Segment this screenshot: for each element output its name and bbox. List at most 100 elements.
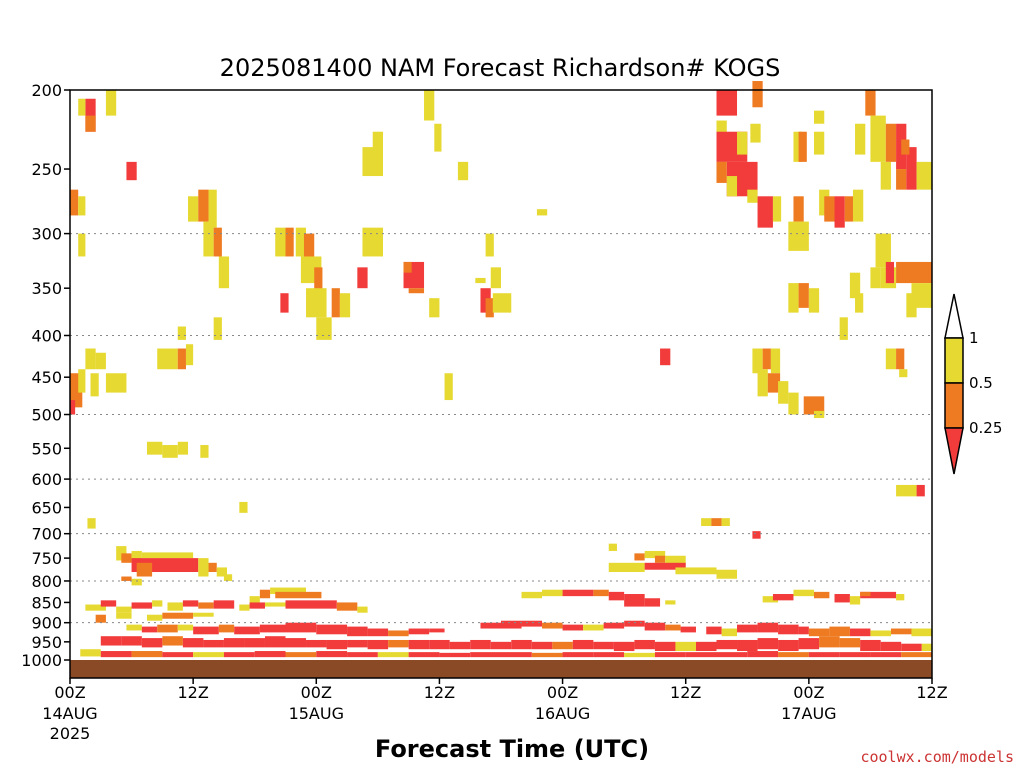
- heatmap-cell: [701, 518, 712, 527]
- heatmap-cell: [880, 161, 891, 190]
- y-tick-label: 250: [31, 160, 62, 179]
- legend-label: 1: [969, 329, 979, 347]
- heatmap-cell: [121, 636, 142, 646]
- heatmap-cell: [839, 317, 848, 340]
- heatmap-cell: [870, 115, 886, 162]
- heatmap-cell: [542, 589, 563, 597]
- x-tick-label: 14AUG: [42, 704, 97, 723]
- heatmap-cell: [793, 196, 804, 222]
- x-tick-label: 00Z: [54, 683, 85, 702]
- heatmap-cell: [85, 604, 106, 611]
- heatmap-cell: [644, 622, 666, 631]
- heatmap-cell: [906, 147, 917, 190]
- heatmap-cell: [475, 277, 486, 284]
- heatmap-cell: [778, 639, 799, 652]
- heatmap-cell: [239, 604, 250, 611]
- heatmap-cell: [562, 589, 594, 597]
- heatmap-cell: [85, 115, 96, 132]
- heatmap-cell: [865, 90, 876, 116]
- heatmap-cell: [182, 600, 199, 607]
- heatmap-cell: [660, 348, 671, 366]
- heatmap-cell: [331, 288, 340, 318]
- y-tick-label: 500: [31, 406, 62, 425]
- heatmap-cell: [78, 196, 86, 216]
- y-tick-label: 600: [31, 470, 62, 489]
- heatmap-cell: [860, 591, 871, 597]
- heatmap-cell: [264, 636, 286, 648]
- heatmap-cell: [762, 596, 779, 603]
- y-tick-label: 300: [31, 225, 62, 244]
- heatmap-cell: [711, 518, 722, 527]
- heatmap-cell: [408, 639, 430, 650]
- heatmap-cell: [223, 574, 233, 581]
- heatmap-cell: [880, 641, 902, 652]
- heatmap-cell: [259, 589, 271, 599]
- heatmap-cell: [542, 622, 563, 629]
- heatmap-cell: [213, 227, 222, 257]
- heatmap-cell: [157, 624, 178, 633]
- heatmap-cell: [808, 652, 840, 658]
- heatmap-cell: [885, 261, 895, 284]
- heatmap-cell: [624, 594, 645, 607]
- heatmap-cell: [885, 348, 897, 370]
- heatmap-cell: [808, 288, 820, 313]
- heatmap-cell: [285, 652, 317, 658]
- x-tick-label: 00Z: [301, 683, 332, 702]
- y-tick-label: 650: [31, 498, 62, 517]
- heatmap-cell: [223, 638, 245, 648]
- heatmap-cell: [200, 445, 209, 458]
- heatmap-cell: [685, 652, 717, 658]
- heatmap-cell: [121, 576, 132, 581]
- heatmap-cell: [501, 652, 532, 658]
- heatmap-cell: [270, 587, 307, 595]
- heatmap-cell: [388, 630, 409, 637]
- heatmap-cell: [608, 562, 645, 573]
- heatmap-cell: [408, 288, 425, 294]
- x-axis-label: Forecast Time (UTC): [375, 735, 649, 763]
- x-tick-label: 12Z: [177, 683, 208, 702]
- heatmap-cell: [634, 553, 645, 561]
- heatmap-cell: [726, 176, 738, 197]
- heatmap-cell: [339, 293, 351, 318]
- heatmap-cell: [367, 639, 389, 650]
- heatmap-cell: [275, 591, 322, 599]
- heatmap-cell: [208, 189, 217, 228]
- heatmap-cell: [855, 293, 864, 313]
- heatmap-cell: [177, 348, 186, 370]
- heatmap-cell: [706, 626, 722, 635]
- heatmap-cell: [444, 373, 453, 401]
- heatmap-cell: [126, 161, 137, 181]
- heatmap-cell: [860, 591, 897, 599]
- heatmap-cell: [716, 652, 748, 658]
- heatmap-cell: [778, 381, 789, 404]
- heatmap-cell: [911, 283, 932, 308]
- heatmap-cell: [813, 110, 825, 124]
- x-tick-label: 00Z: [547, 683, 578, 702]
- heatmap-cell: [644, 562, 686, 570]
- heatmap-cell: [100, 651, 132, 658]
- heatmap-cell: [531, 652, 563, 658]
- heatmap-cell: [813, 591, 830, 599]
- heatmap-cell: [185, 344, 194, 366]
- heatmap-cell: [721, 628, 738, 637]
- heatmap-cell: [162, 636, 183, 646]
- plot-frame: [69, 89, 933, 679]
- heatmap-cell: [501, 620, 522, 629]
- heatmap-cell: [562, 624, 584, 631]
- heatmap-cell: [193, 626, 219, 635]
- heatmap-cell: [285, 600, 337, 609]
- heatmap-cell: [193, 612, 214, 617]
- legend-swatch-above-1: [944, 293, 964, 339]
- heatmap-cell: [593, 641, 614, 650]
- heatmap-cell: [752, 531, 761, 539]
- heatmap-cell: [285, 227, 294, 257]
- heatmap-cell: [141, 638, 163, 648]
- heatmap-cell: [95, 352, 106, 370]
- heatmap-cell: [762, 348, 771, 370]
- heatmap-cell: [306, 288, 327, 318]
- heatmap-cell: [367, 628, 389, 637]
- heatmap-cell: [326, 639, 348, 650]
- heatmap-cell: [131, 602, 153, 609]
- heatmap-cell: [675, 567, 717, 575]
